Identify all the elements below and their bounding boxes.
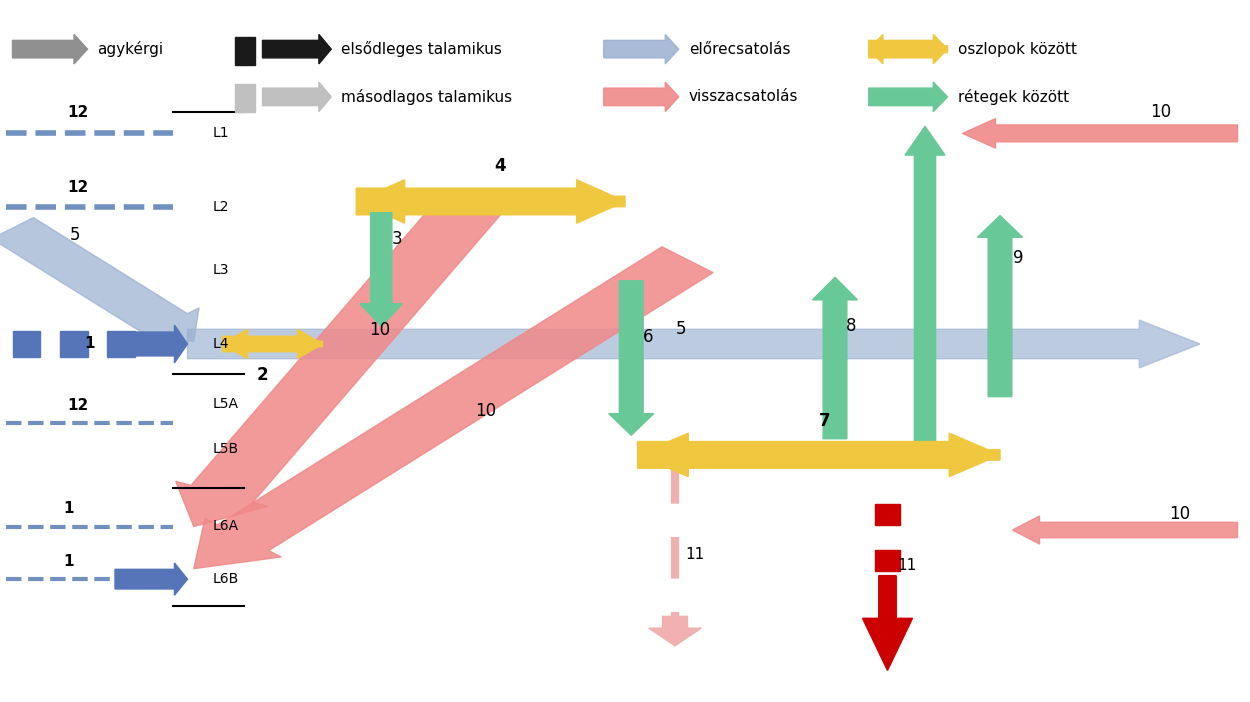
Text: 7: 7 [819,412,831,430]
FancyArrow shape [222,329,322,359]
Text: 5: 5 [676,319,686,338]
FancyArrow shape [869,82,948,112]
Text: L2: L2 [213,200,229,214]
Text: 10: 10 [1169,505,1190,523]
FancyArrow shape [262,34,331,64]
FancyArrow shape [360,213,403,326]
Bar [107,331,135,357]
Text: másodlagos talamikus: másodlagos talamikus [341,89,512,105]
Text: rétegek között: rétegek között [958,89,1069,105]
FancyArrow shape [604,82,679,112]
Bar [875,504,900,525]
FancyArrow shape [638,433,1000,477]
FancyArrow shape [869,34,948,64]
FancyArrow shape [905,126,945,446]
Text: L5B: L5B [213,442,239,456]
FancyArrow shape [869,34,948,64]
Text: 1: 1 [64,501,74,517]
Text: L4: L4 [213,337,229,351]
Bar [875,550,900,571]
FancyArrow shape [604,34,679,64]
Text: 2: 2 [256,366,269,384]
Text: L6A: L6A [213,519,239,534]
FancyArrow shape [812,277,858,439]
Text: L1: L1 [213,126,229,140]
Text: 10: 10 [369,321,390,339]
FancyArrow shape [115,563,188,595]
FancyArrow shape [188,320,1200,368]
Text: 8: 8 [846,317,856,336]
FancyArrow shape [1013,516,1238,544]
FancyArrow shape [0,218,199,341]
FancyArrow shape [176,192,506,526]
Text: 10: 10 [1150,103,1171,121]
Text: visszacsatolás: visszacsatolás [689,89,799,105]
FancyArrow shape [222,329,322,359]
Text: 1: 1 [85,336,95,351]
Text: agykérgi: agykérgi [98,41,164,57]
FancyArrow shape [962,119,1238,148]
Text: 3: 3 [391,230,402,248]
FancyArrow shape [262,82,331,112]
Bar [235,84,255,112]
Text: 10: 10 [475,402,496,420]
Text: 11: 11 [685,547,704,562]
FancyArrow shape [978,216,1022,397]
FancyArrow shape [194,247,712,569]
FancyArrow shape [12,34,88,64]
Text: előrecsatolás: előrecsatolás [689,41,790,57]
Text: L6B: L6B [213,572,239,586]
Text: 6: 6 [642,328,652,346]
Bar [235,37,255,65]
FancyArrow shape [356,180,625,223]
FancyArrow shape [638,433,1000,477]
Text: 12: 12 [68,105,88,120]
Text: elsődleges talamikus: elsődleges talamikus [341,41,502,57]
Text: oszlopok között: oszlopok között [958,41,1076,57]
FancyArrow shape [115,325,188,363]
Text: L5A: L5A [213,397,239,411]
Text: 12: 12 [68,398,88,413]
FancyArrow shape [862,576,912,670]
Text: 12: 12 [68,180,88,195]
FancyArrow shape [609,281,654,435]
Bar [60,331,88,357]
FancyArrow shape [649,616,701,646]
Text: 11: 11 [898,557,916,573]
Text: 9: 9 [1013,249,1022,267]
Bar [12,331,40,357]
Text: 4: 4 [494,157,506,176]
Text: 5: 5 [70,226,80,244]
Text: 1: 1 [64,554,74,569]
FancyArrow shape [356,180,625,223]
Text: L3: L3 [213,263,229,277]
